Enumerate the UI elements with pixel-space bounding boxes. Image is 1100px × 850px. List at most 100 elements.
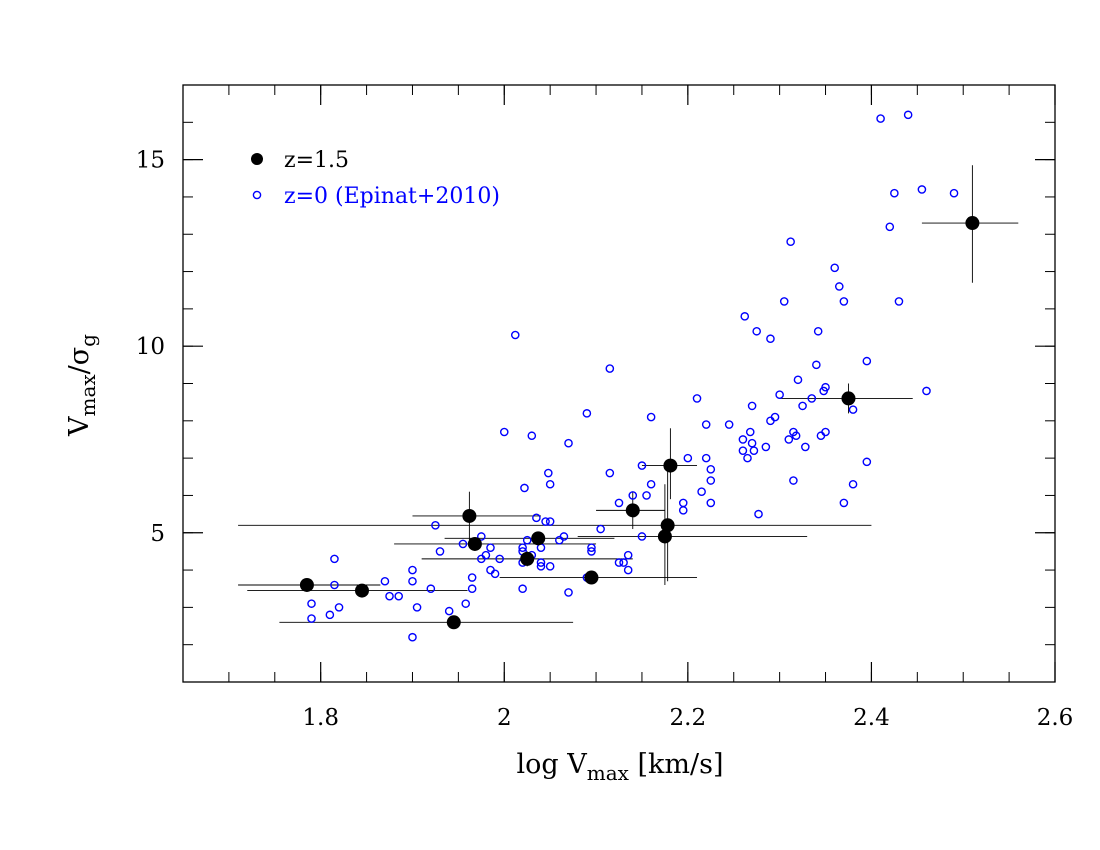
z0-point — [752, 326, 761, 336]
x-tick-labels: 1.8 2 2.2 2.4 2.6 — [302, 705, 1073, 731]
z0-point — [740, 312, 750, 321]
z15-point — [663, 458, 678, 473]
z0-point — [467, 573, 477, 582]
z0-point — [559, 532, 569, 541]
z0-point — [791, 431, 801, 441]
z0-point — [692, 394, 702, 403]
legend-label-z0: z=0 (Epinat+2010) — [284, 184, 500, 209]
z0-point — [848, 405, 858, 414]
z0-point — [747, 401, 757, 411]
z0-point — [706, 465, 716, 474]
z0-point — [813, 326, 823, 336]
legend: z=1.5 z=0 (Epinat+2010) — [251, 148, 500, 209]
x-axis-label: log Vmax [km/s] — [516, 749, 723, 785]
z0-point — [499, 427, 509, 437]
z15-point — [584, 570, 599, 585]
z15-point — [841, 391, 856, 406]
z0-point — [426, 584, 436, 594]
z15-point — [467, 536, 482, 551]
x-tick-label: 2.2 — [670, 705, 707, 731]
z0-point — [518, 584, 527, 594]
z0-point — [738, 435, 748, 444]
z0-point — [461, 599, 471, 608]
z0-point — [839, 498, 849, 508]
z0-point — [623, 565, 633, 575]
z0-point — [564, 588, 573, 597]
z0-point — [761, 442, 771, 452]
major-ticks — [183, 85, 1056, 682]
z15-point — [299, 577, 314, 592]
z0-point — [738, 446, 748, 455]
z0-point — [541, 517, 550, 526]
z0-point — [544, 468, 553, 478]
z15-point — [531, 531, 546, 546]
z0-point — [770, 412, 780, 422]
z15-point — [657, 529, 672, 544]
z0-point — [786, 237, 795, 247]
legend-marker-z15 — [251, 153, 263, 165]
z0-point — [821, 427, 830, 437]
z0-point — [545, 479, 555, 489]
y-axis-label-main: V — [64, 416, 95, 437]
y-tick-label: 5 — [150, 521, 165, 547]
z0-point — [779, 297, 789, 306]
z0-point — [477, 532, 486, 541]
z0-point — [334, 603, 344, 612]
z0-point — [678, 506, 688, 515]
z0-point — [683, 453, 693, 463]
y-tick-labels: 5 10 15 — [136, 148, 165, 547]
z0-point — [408, 576, 417, 586]
z0-point — [784, 435, 794, 444]
z0-point — [754, 509, 763, 519]
y-tick-label: 15 — [136, 148, 165, 174]
y-tick-label: 10 — [136, 334, 165, 360]
z0-point — [628, 491, 638, 500]
z0-point — [619, 558, 628, 567]
z0-point — [745, 427, 755, 437]
z0-point — [747, 438, 757, 448]
z0-point — [789, 476, 798, 485]
z0-point — [307, 599, 316, 608]
y-axis-label-sub2: g — [76, 334, 100, 347]
z0-point — [637, 532, 647, 541]
z0-point — [821, 382, 830, 392]
z0-point — [520, 483, 529, 493]
z0-point — [385, 591, 394, 601]
y-axis-label: Vmax/σg — [64, 334, 100, 437]
z0-point — [458, 539, 468, 549]
z0-point — [706, 498, 716, 508]
z0-point — [614, 558, 624, 567]
z0-point — [545, 517, 555, 526]
z0-point — [801, 442, 810, 452]
z0-point — [564, 438, 573, 448]
z0-points — [307, 110, 959, 642]
z0-point — [408, 565, 417, 575]
z0-point — [917, 185, 927, 194]
z15-point — [462, 508, 477, 523]
z0-point — [545, 562, 555, 571]
z0-point — [890, 188, 899, 198]
z0-point — [701, 453, 711, 463]
z0-point — [894, 297, 904, 306]
z0-point — [706, 476, 716, 485]
z0-point — [862, 356, 872, 366]
z0-point — [408, 632, 417, 642]
z0-point — [623, 550, 633, 560]
z0-point — [527, 431, 537, 441]
z0-point — [587, 547, 596, 556]
z15-points — [299, 216, 980, 630]
z0-point — [724, 420, 734, 429]
plot-frame — [182, 84, 1056, 683]
z0-point — [862, 457, 872, 467]
z0-point — [922, 386, 931, 396]
z0-point — [678, 498, 688, 508]
z0-point — [793, 375, 803, 385]
z15-point — [446, 615, 461, 630]
z0-point — [876, 114, 885, 123]
z0-point — [903, 110, 913, 120]
z0-point — [380, 576, 390, 586]
z0-point — [807, 394, 817, 403]
z0-point — [467, 584, 477, 594]
z0-point — [697, 487, 706, 497]
x-tick-label: 2.4 — [853, 705, 890, 731]
